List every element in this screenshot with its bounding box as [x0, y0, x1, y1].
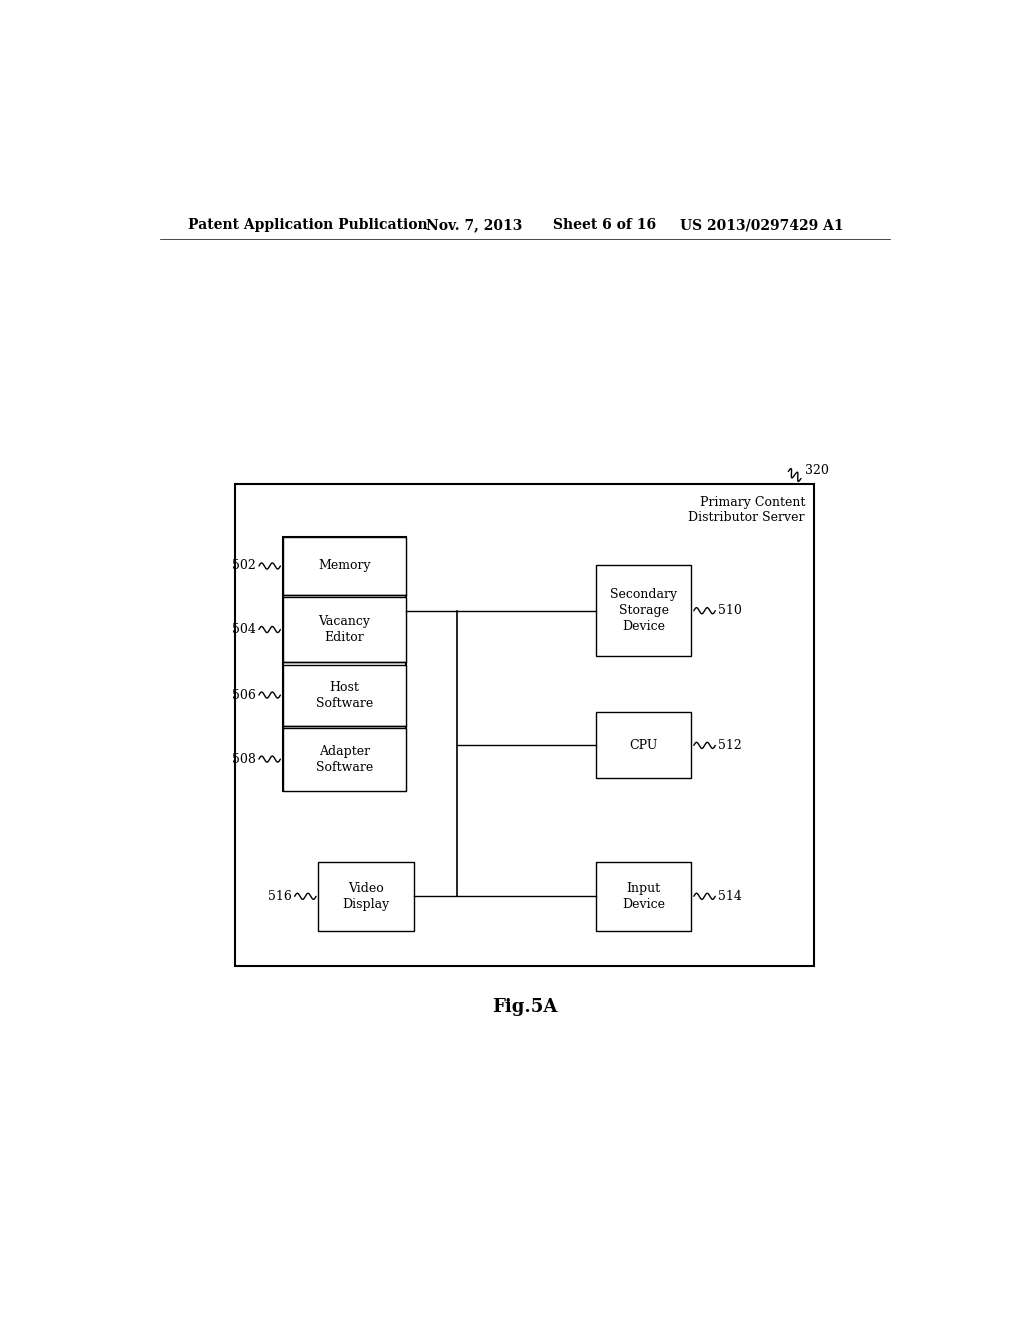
Text: Host
Software: Host Software: [315, 681, 373, 710]
Text: Secondary
Storage
Device: Secondary Storage Device: [610, 589, 678, 634]
Text: Sheet 6 of 16: Sheet 6 of 16: [553, 219, 655, 232]
Text: CPU: CPU: [630, 739, 658, 752]
Bar: [283, 536, 406, 791]
Bar: [596, 862, 691, 931]
Text: 320: 320: [805, 463, 828, 477]
Text: 502: 502: [232, 560, 256, 573]
Text: 516: 516: [267, 890, 292, 903]
Text: Nov. 7, 2013: Nov. 7, 2013: [426, 219, 522, 232]
Bar: [283, 664, 406, 726]
Bar: [596, 565, 691, 656]
Text: 506: 506: [231, 689, 256, 701]
Text: Fig.5A: Fig.5A: [493, 998, 557, 1016]
Text: Vacancy
Editor: Vacancy Editor: [318, 615, 371, 644]
Text: Input
Device: Input Device: [623, 882, 666, 911]
Text: 512: 512: [719, 739, 742, 752]
Text: Adapter
Software: Adapter Software: [315, 744, 373, 774]
Bar: [596, 713, 691, 779]
Text: Video
Display: Video Display: [342, 882, 390, 911]
Text: 508: 508: [231, 752, 256, 766]
Text: 504: 504: [231, 623, 256, 636]
Bar: [318, 862, 414, 931]
Text: 514: 514: [719, 890, 742, 903]
Bar: [283, 598, 406, 661]
Bar: [236, 483, 814, 966]
Bar: [283, 727, 406, 791]
Text: US 2013/0297429 A1: US 2013/0297429 A1: [680, 219, 843, 232]
Text: Patent Application Publication: Patent Application Publication: [187, 219, 427, 232]
Text: Memory: Memory: [317, 560, 371, 573]
Text: 510: 510: [719, 605, 742, 618]
Bar: [283, 536, 406, 595]
Text: Primary Content
Distributor Server: Primary Content Distributor Server: [688, 496, 805, 524]
